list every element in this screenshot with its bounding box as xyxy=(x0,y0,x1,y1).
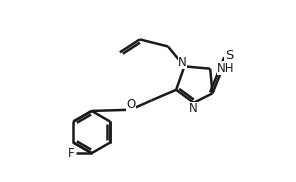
Text: S: S xyxy=(225,49,233,62)
Text: F: F xyxy=(68,147,75,160)
Text: N: N xyxy=(178,56,187,69)
Text: N: N xyxy=(189,102,198,115)
Text: NH: NH xyxy=(217,62,235,75)
Text: O: O xyxy=(126,98,136,111)
